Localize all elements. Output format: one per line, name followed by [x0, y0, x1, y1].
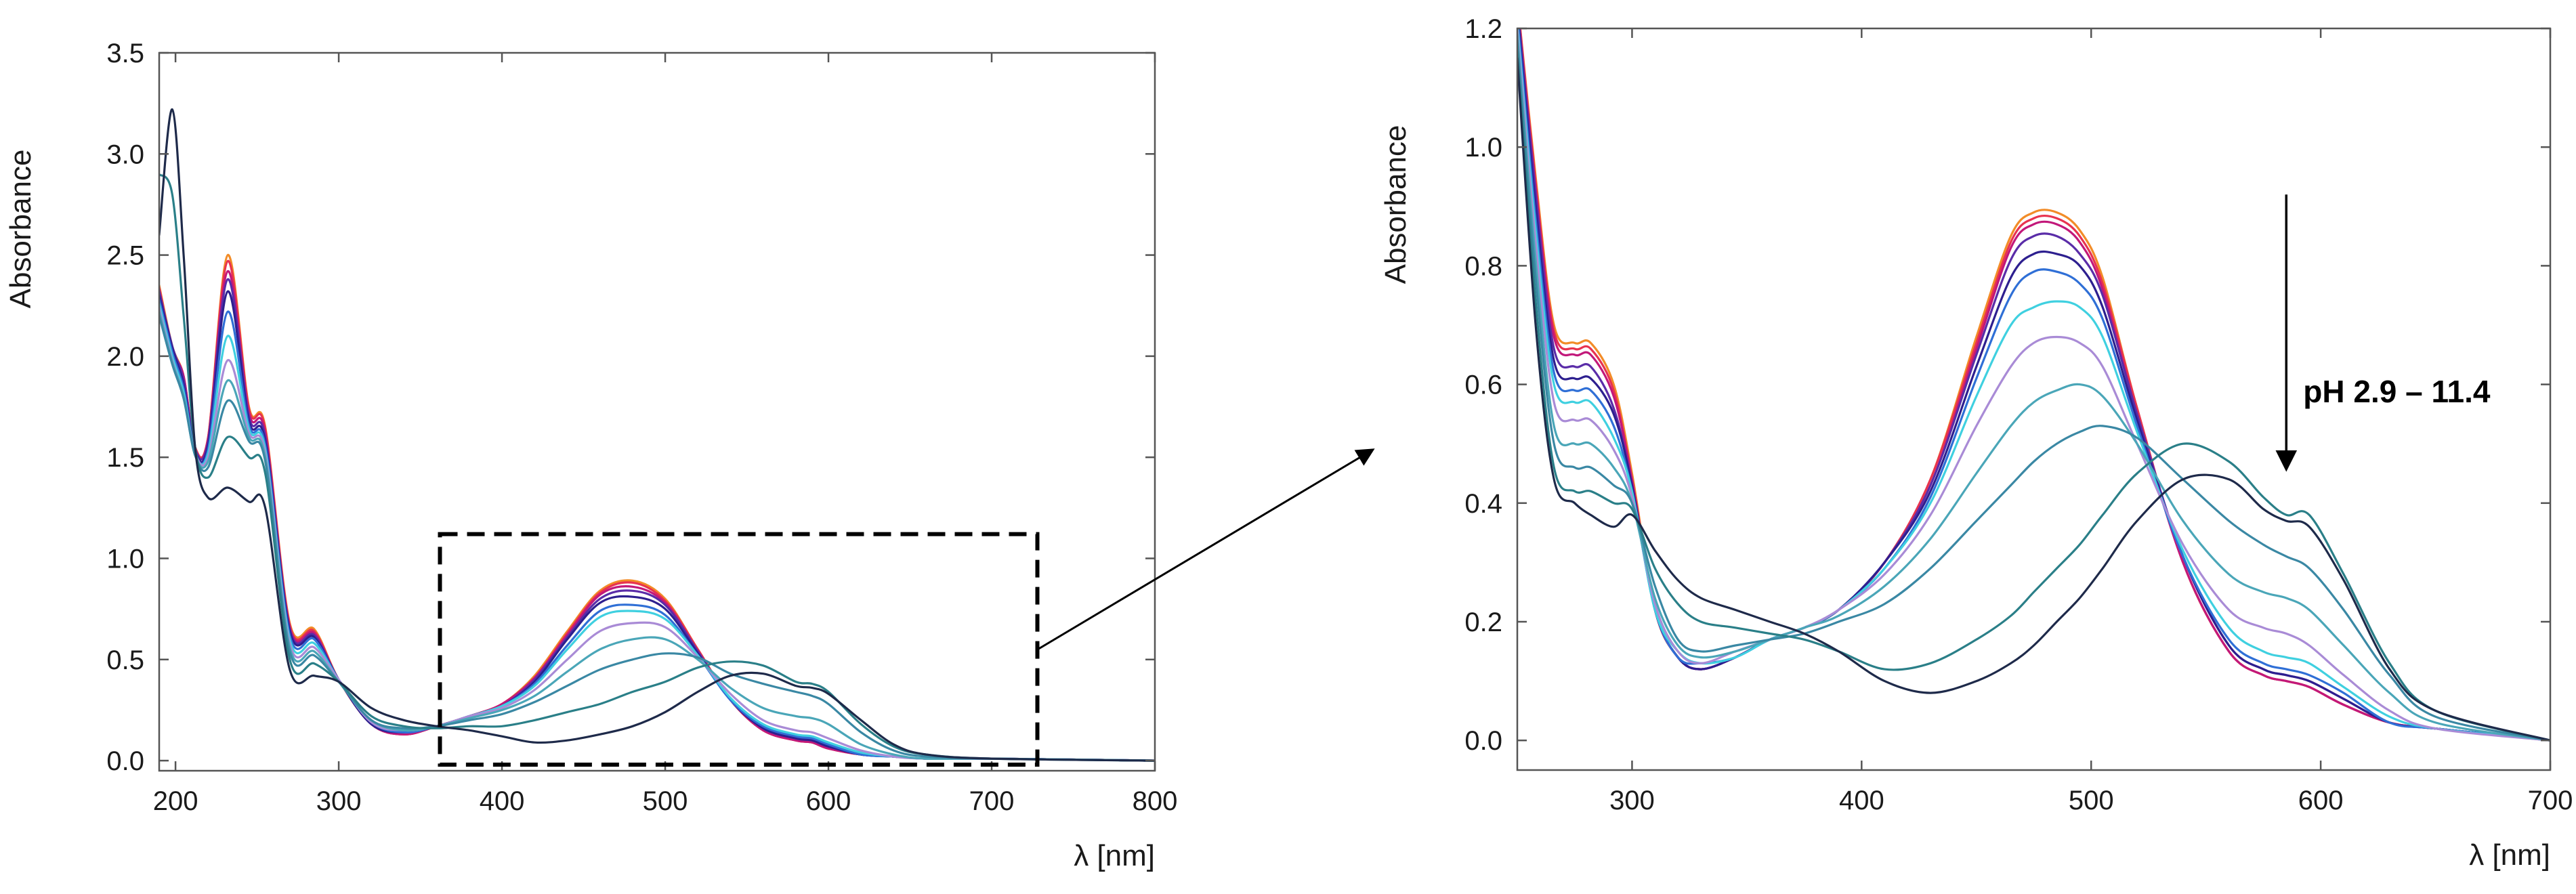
series-line-ph-7-8 — [1517, 28, 2550, 742]
y-axis-label: Absorbance — [1379, 125, 1412, 284]
series-line-ph-9-9 — [159, 314, 1155, 762]
zoom-region-box — [438, 532, 1040, 767]
series-group — [159, 108, 1155, 762]
y-tick-label: 1.2 — [1464, 14, 1502, 44]
x-axis-label: λ [nm] — [1074, 839, 1155, 872]
zoom-connector-arrow — [1036, 448, 1375, 652]
x-tick-label: 600 — [2298, 786, 2344, 815]
x-tick-label: 300 — [1609, 786, 1655, 815]
series-line-ph-9-9 — [1517, 39, 2550, 742]
series-line-ph-4-2 — [159, 270, 1155, 762]
x-tick-label: 200 — [153, 786, 198, 816]
series-line-ph-8-5 — [1517, 28, 2550, 742]
x-axis-label: λ [nm] — [2469, 838, 2550, 872]
series-line-ph-11-4 — [159, 108, 1155, 762]
plot-frame — [1516, 27, 2552, 771]
x-tick-label: 400 — [480, 786, 525, 816]
left-panel: 200 300 400 500 600 700 800 0.0 0.5 1.0 1.5 2.0 2.5 3… — [4, 39, 1177, 872]
y-tick-label: 0.5 — [106, 645, 144, 675]
x-tick-label: 800 — [1133, 786, 1178, 816]
y-tick-label: 2.0 — [106, 342, 144, 372]
series-line-ph-10-6 — [159, 173, 1155, 762]
y-tick-label: 0.2 — [1464, 608, 1502, 637]
y-tick-label: 1.0 — [1464, 133, 1502, 163]
y-tick-label: 2.5 — [106, 241, 144, 271]
x-tick-label: 500 — [643, 786, 688, 816]
series-line-ph-3-5 — [159, 259, 1155, 762]
x-tick-label: 700 — [2528, 786, 2573, 815]
series-line-ph-6-1 — [159, 290, 1155, 762]
y-tick-label: 0.4 — [1464, 489, 1502, 519]
series-line-ph-8-5 — [159, 306, 1155, 762]
y-tick-label: 3.5 — [106, 39, 144, 68]
ph-range-annotation: pH 2.9 – 11.4 — [2303, 374, 2491, 409]
y-tick-label: 3.0 — [106, 140, 144, 169]
y-tick-label: 0.0 — [1464, 726, 1502, 756]
series-line-ph-10-6 — [1517, 51, 2550, 742]
x-tick-label: 300 — [316, 786, 362, 816]
y-tick-label: 1.5 — [106, 443, 144, 473]
x-tick-label: 500 — [2069, 786, 2114, 815]
x-tick-label: 700 — [969, 786, 1015, 816]
y-tick-label: 0.8 — [1464, 251, 1502, 281]
series-group — [1517, 28, 2550, 742]
y-axis-label: Absorbance — [4, 150, 37, 309]
series-line-ph-11-4 — [1517, 57, 2550, 742]
series-line-ph-9-2 — [159, 310, 1155, 762]
series-line-ph-6-1 — [1517, 28, 2550, 742]
series-line-ph-9-2 — [1517, 33, 2550, 742]
y-tick-label: 0.6 — [1464, 370, 1502, 400]
y-tick-label: 1.0 — [106, 544, 144, 574]
plot-frame — [158, 51, 1156, 772]
x-tick-label: 600 — [806, 786, 851, 816]
y-tick-label: 0.0 — [106, 746, 144, 776]
series-line-ph-5-0 — [159, 278, 1155, 762]
right-panel: 300 400 500 600 700 0.0 0.2 0.4 0.6 0.8 1.0 1.2 Abso… — [1379, 14, 2573, 872]
series-line-ph-7-0 — [159, 298, 1155, 762]
series-line-ph-7-0 — [1517, 28, 2550, 742]
x-tick-label: 400 — [1839, 786, 1884, 815]
